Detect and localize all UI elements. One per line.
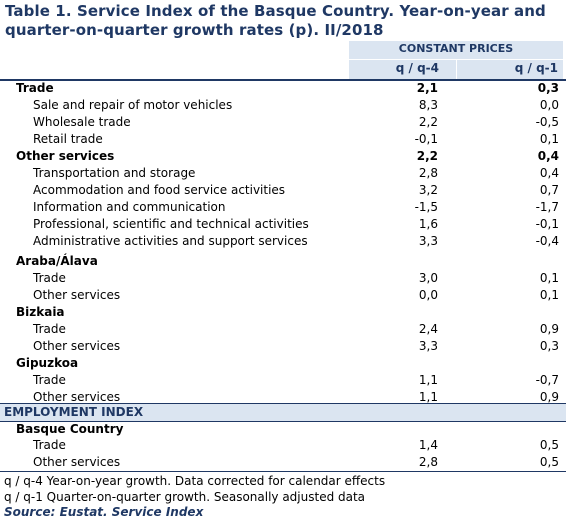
- row-value-yoy: -1,5: [414, 200, 438, 214]
- header-rule: [0, 79, 566, 81]
- row-value-yoy: 1,6: [418, 217, 438, 231]
- row-label: Trade: [33, 322, 66, 336]
- row-label: Trade: [33, 271, 66, 285]
- row-label: Transportation and storage: [33, 166, 196, 180]
- row-value-yoy: 2,2: [418, 115, 438, 129]
- row-value-qoq: 0,9: [539, 322, 559, 336]
- row-label: Bizkaia: [16, 305, 65, 319]
- table-row: Administrative activities and support se…: [0, 233, 566, 250]
- table-row: Trade 3,0 0,1: [0, 270, 566, 287]
- row-label: Retail trade: [33, 132, 103, 146]
- table-row: Trade 2,1 0,3: [0, 80, 566, 97]
- row-value-qoq: -0,1: [535, 217, 559, 231]
- row-label: Other services: [33, 390, 121, 404]
- row-value-qoq: 0,7: [539, 183, 559, 197]
- table-row: Professional, scientific and technical a…: [0, 216, 566, 233]
- row-value-yoy: 2,8: [418, 455, 438, 469]
- row-value-qoq: 0,9: [539, 390, 559, 404]
- row-value-yoy: 2,4: [418, 322, 438, 336]
- table-row: Other services 1,1 0,9: [0, 389, 566, 406]
- row-value-qoq: 0,1: [539, 288, 559, 302]
- table-bottom-rule: [0, 471, 566, 472]
- row-value-yoy: 2,8: [418, 166, 438, 180]
- row-label: Acommodation and food service activities: [33, 183, 286, 197]
- table-row: Other services 3,3 0,3: [0, 338, 566, 355]
- table-row: Transportation and storage 2,8 0,4: [0, 165, 566, 182]
- note-yoy: q / q-4 Year-on-year growth. Data correc…: [4, 474, 386, 488]
- row-value-yoy: 3,0: [418, 271, 438, 285]
- table-row: Bizkaia: [0, 304, 566, 321]
- table-row: Trade 1,4 0,5: [0, 437, 566, 454]
- table-row: Trade 1,1 -0,7: [0, 372, 566, 389]
- row-value-yoy: 3,2: [418, 183, 438, 197]
- row-value-qoq: -0,5: [535, 115, 559, 129]
- row-label: Trade: [33, 373, 66, 387]
- row-label: Administrative activities and support se…: [33, 234, 308, 248]
- employment-band: [0, 404, 566, 421]
- row-value-yoy: -0,1: [414, 132, 438, 146]
- table-row: Trade 2,4 0,9: [0, 321, 566, 338]
- row-label: Wholesale trade: [33, 115, 131, 129]
- table-row: Other services 2,2 0,4: [0, 148, 566, 165]
- row-value-yoy: 3,3: [418, 339, 438, 353]
- row-label: Other services: [33, 455, 121, 469]
- table-row: Gipuzkoa: [0, 355, 566, 372]
- row-label: Other services: [33, 339, 121, 353]
- row-label: Sale and repair of motor vehicles: [33, 98, 233, 112]
- table-row: Basque Country: [0, 421, 566, 438]
- table-row: Retail trade -0,1 0,1: [0, 131, 566, 148]
- row-value-qoq: 0,4: [537, 149, 559, 163]
- row-value-qoq: -0,4: [535, 234, 559, 248]
- row-value-qoq: 0,0: [539, 98, 559, 112]
- row-value-yoy: 3,3: [418, 234, 438, 248]
- row-value-qoq: -1,7: [535, 200, 559, 214]
- employment-rule-top: [0, 403, 566, 404]
- row-value-qoq: 0,3: [539, 339, 559, 353]
- row-label: Other services: [16, 149, 115, 163]
- column-header-qoq: q / q-1: [514, 61, 558, 75]
- row-label: Trade: [16, 81, 54, 95]
- header-group-label: CONSTANT PRICES: [398, 42, 514, 55]
- table-row: Wholesale trade 2,2 -0,5: [0, 114, 566, 131]
- row-value-yoy: 0,0: [418, 288, 438, 302]
- row-value-qoq: 0,5: [539, 438, 559, 452]
- row-label: Trade: [33, 438, 66, 452]
- row-value-qoq: 0,1: [539, 271, 559, 285]
- row-label: Other services: [33, 288, 121, 302]
- row-value-yoy: 1,4: [418, 438, 438, 452]
- row-value-yoy: 8,3: [418, 98, 438, 112]
- header-group-background: [349, 41, 563, 59]
- employment-band-label: EMPLOYMENT INDEX: [4, 405, 144, 419]
- note-qoq: q / q-1 Quarter-on-quarter growth. Seaso…: [4, 490, 366, 504]
- employment-rule-bottom: [0, 421, 566, 422]
- source-note: Source: Eustat. Service Index: [4, 505, 204, 519]
- row-value-yoy: 2,1: [416, 81, 438, 95]
- row-label: Araba/Álava: [16, 254, 98, 268]
- row-value-yoy: 1,1: [418, 390, 438, 404]
- row-label: Information and communication: [33, 200, 226, 214]
- table-title: Table 1. Service Index of the Basque Cou…: [5, 2, 546, 39]
- table-row: Sale and repair of motor vehicles 8,3 0,0: [0, 97, 566, 114]
- row-value-yoy: 1,1: [418, 373, 438, 387]
- table-row: Acommodation and food service activities…: [0, 182, 566, 199]
- row-value-qoq: -0,7: [535, 373, 559, 387]
- table-row: Other services 0,0 0,1: [0, 287, 566, 304]
- table-row: Araba/Álava: [0, 253, 566, 270]
- row-value-yoy: 2,2: [416, 149, 438, 163]
- row-label: Basque Country: [16, 422, 124, 436]
- row-value-qoq: 0,5: [539, 455, 559, 469]
- row-value-qoq: 0,4: [539, 166, 559, 180]
- row-label: Professional, scientific and technical a…: [33, 217, 309, 231]
- column-header-yoy: q / q-4: [395, 61, 439, 75]
- table-row: Information and communication -1,5 -1,7: [0, 199, 566, 216]
- table-row: Other services 2,8 0,5: [0, 454, 566, 471]
- row-label: Gipuzkoa: [16, 356, 79, 370]
- header-column-separator: [456, 60, 457, 79]
- row-value-qoq: 0,3: [537, 81, 559, 95]
- row-value-qoq: 0,1: [539, 132, 559, 146]
